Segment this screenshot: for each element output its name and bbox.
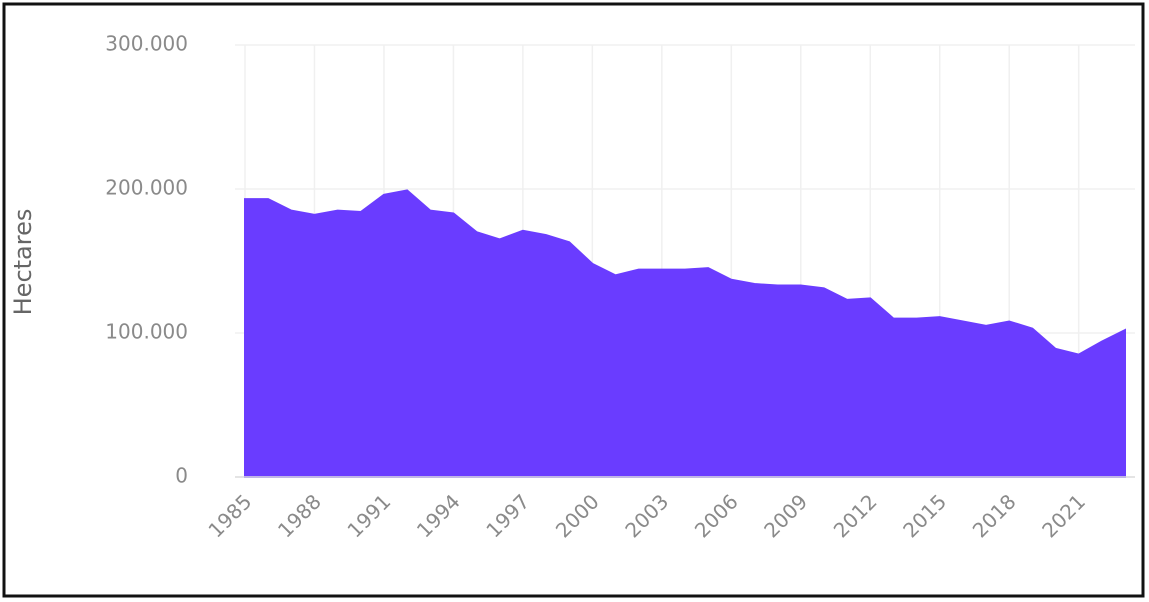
y-tick-label: 0 [175, 464, 188, 488]
y-axis-label: Hectares [9, 209, 37, 316]
area [244, 189, 1126, 478]
y-tick-label: 300.000 [105, 32, 188, 56]
y-tick-label: 100.000 [105, 320, 188, 344]
y-tick-label: 200.000 [105, 176, 188, 200]
